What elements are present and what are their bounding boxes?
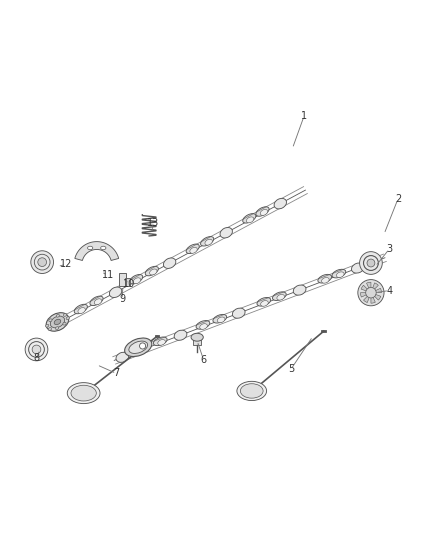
Circle shape (140, 343, 146, 349)
Ellipse shape (140, 346, 148, 352)
Ellipse shape (237, 381, 267, 400)
FancyBboxPatch shape (120, 273, 127, 286)
Ellipse shape (321, 278, 329, 283)
Ellipse shape (201, 237, 214, 246)
Ellipse shape (56, 327, 59, 329)
Ellipse shape (46, 313, 69, 331)
Text: 10: 10 (124, 279, 136, 289)
Ellipse shape (133, 278, 141, 284)
Wedge shape (360, 293, 371, 297)
Text: 11: 11 (102, 270, 114, 280)
FancyBboxPatch shape (193, 337, 201, 345)
Ellipse shape (191, 333, 203, 341)
Ellipse shape (78, 308, 85, 313)
Ellipse shape (46, 324, 49, 327)
Wedge shape (364, 293, 371, 303)
Ellipse shape (94, 299, 102, 305)
Ellipse shape (54, 319, 61, 325)
Ellipse shape (351, 263, 364, 273)
Wedge shape (371, 288, 381, 293)
Ellipse shape (71, 385, 96, 401)
Wedge shape (367, 282, 371, 293)
Ellipse shape (256, 207, 269, 216)
FancyBboxPatch shape (125, 278, 130, 286)
Ellipse shape (129, 341, 148, 353)
Ellipse shape (125, 338, 152, 357)
Circle shape (38, 258, 46, 266)
Ellipse shape (257, 297, 271, 306)
Ellipse shape (145, 266, 159, 276)
Ellipse shape (233, 308, 245, 318)
Ellipse shape (261, 301, 268, 306)
Ellipse shape (200, 324, 207, 329)
Ellipse shape (88, 246, 93, 250)
Ellipse shape (205, 239, 212, 245)
Ellipse shape (49, 319, 52, 321)
Ellipse shape (277, 294, 285, 300)
Ellipse shape (67, 383, 100, 403)
Ellipse shape (272, 292, 286, 301)
Ellipse shape (56, 314, 60, 317)
Ellipse shape (336, 272, 344, 278)
Text: 9: 9 (119, 294, 125, 304)
Circle shape (25, 338, 48, 361)
Ellipse shape (130, 274, 143, 284)
Circle shape (367, 259, 375, 267)
Ellipse shape (163, 258, 176, 269)
Circle shape (366, 287, 376, 298)
Ellipse shape (110, 287, 122, 297)
Ellipse shape (55, 316, 68, 327)
Wedge shape (371, 293, 375, 303)
Ellipse shape (150, 269, 157, 275)
Ellipse shape (116, 352, 129, 362)
Text: 13: 13 (147, 218, 159, 228)
Text: 5: 5 (288, 364, 294, 374)
Ellipse shape (137, 343, 150, 352)
Ellipse shape (66, 317, 70, 320)
Ellipse shape (213, 314, 226, 323)
Ellipse shape (101, 246, 106, 250)
Ellipse shape (64, 313, 67, 317)
Ellipse shape (332, 269, 346, 278)
Text: 3: 3 (386, 244, 392, 254)
Ellipse shape (48, 328, 52, 330)
Ellipse shape (217, 317, 225, 322)
Wedge shape (361, 285, 371, 293)
Text: 6: 6 (201, 356, 207, 365)
Ellipse shape (247, 217, 254, 223)
Ellipse shape (260, 209, 268, 215)
Ellipse shape (293, 285, 306, 295)
Ellipse shape (158, 340, 166, 345)
Ellipse shape (90, 296, 103, 305)
Polygon shape (75, 241, 119, 261)
Wedge shape (371, 283, 378, 293)
Wedge shape (371, 293, 381, 300)
Ellipse shape (50, 316, 65, 328)
Circle shape (358, 280, 384, 306)
Text: 8: 8 (33, 353, 39, 363)
Circle shape (32, 345, 41, 354)
Ellipse shape (240, 384, 263, 398)
Ellipse shape (74, 304, 87, 314)
Ellipse shape (318, 274, 332, 283)
Text: 2: 2 (395, 194, 401, 204)
Text: 12: 12 (60, 260, 72, 269)
Text: 4: 4 (386, 286, 392, 295)
Circle shape (31, 251, 53, 273)
Ellipse shape (186, 244, 199, 254)
Ellipse shape (153, 337, 167, 345)
Ellipse shape (190, 247, 197, 253)
Ellipse shape (220, 228, 233, 238)
Ellipse shape (63, 322, 66, 325)
Ellipse shape (274, 198, 286, 209)
Ellipse shape (243, 214, 256, 223)
Text: 1: 1 (301, 111, 307, 121)
Circle shape (360, 252, 382, 274)
Ellipse shape (174, 330, 187, 340)
Text: 7: 7 (113, 368, 120, 378)
Ellipse shape (196, 320, 210, 329)
